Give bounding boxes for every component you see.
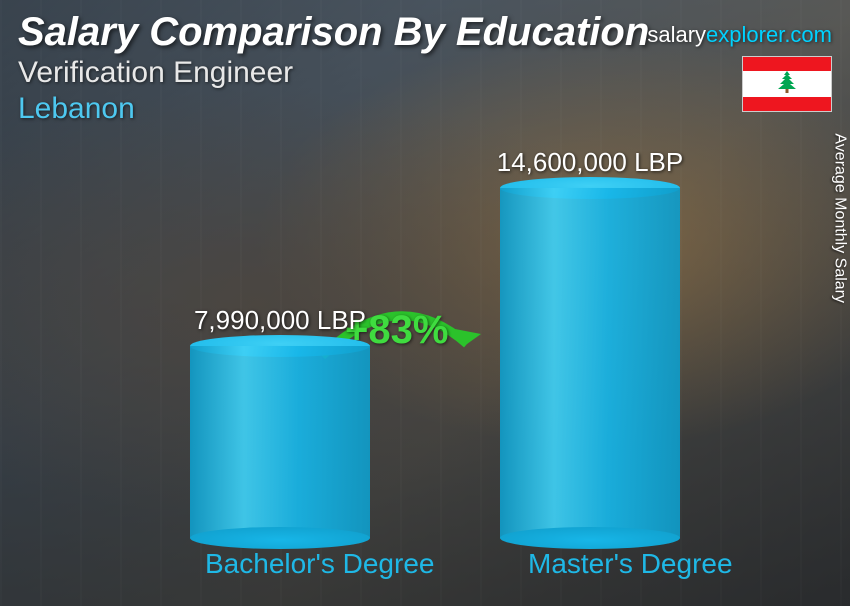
bar-label-masters: Master's Degree	[528, 548, 733, 580]
flag-stripe-top	[743, 57, 831, 71]
flag-lebanon	[742, 56, 832, 112]
bar-label-bachelors: Bachelor's Degree	[205, 548, 434, 580]
site-brand: salaryexplorer.com	[647, 22, 832, 48]
bar-body	[500, 188, 680, 538]
job-title: Verification Engineer	[18, 56, 832, 90]
brand-part1: salary	[647, 22, 706, 47]
bar-group-bachelors: 7,990,000 LBP	[190, 305, 370, 538]
y-axis-label: Average Monthly Salary	[831, 133, 849, 303]
chart-area: +83% 7,990,000 LBP 14,600,000 LBP Bachel…	[0, 158, 810, 588]
bar-value-masters: 14,600,000 LBP	[497, 147, 684, 178]
bar-body	[190, 346, 370, 538]
bar-group-masters: 14,600,000 LBP	[500, 147, 680, 538]
bar-base	[500, 527, 680, 549]
brand-part2: explorer	[706, 22, 784, 47]
bar-bachelors	[190, 346, 370, 538]
brand-tld: .com	[784, 22, 832, 47]
country-name: Lebanon	[18, 92, 832, 126]
bars-container: 7,990,000 LBP 14,600,000 LBP	[120, 178, 750, 538]
bar-value-bachelors: 7,990,000 LBP	[194, 305, 366, 336]
bar-masters	[500, 188, 680, 538]
cedar-tree-icon	[774, 70, 800, 98]
flag-stripe-bottom	[743, 97, 831, 111]
bar-base	[190, 527, 370, 549]
